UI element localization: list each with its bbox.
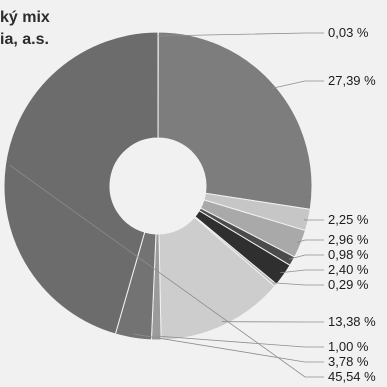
- leader-line: [158, 32, 324, 37]
- leader-line: [280, 269, 324, 274]
- slice-label: 0,03 %: [328, 25, 369, 40]
- donut-slice: [157, 31, 313, 210]
- slice-label: 1,00 %: [328, 339, 369, 354]
- slice-label: 2,25 %: [328, 212, 369, 227]
- leader-line: [156, 335, 324, 348]
- leader-line: [271, 80, 324, 89]
- slice-label: 2,40 %: [328, 262, 369, 277]
- slice-label: 0,29 %: [328, 277, 369, 292]
- slice-label: 27,39 %: [328, 73, 376, 88]
- leader-line: [303, 218, 324, 221]
- donut-slice: [3, 31, 159, 335]
- leader-line: [272, 282, 324, 286]
- slice-label: 3,78 %: [328, 354, 369, 369]
- leader-line: [9, 164, 324, 378]
- slice-label: 2,96 %: [328, 232, 369, 247]
- chart-title: ký mix ia, a.s.: [0, 9, 50, 48]
- donut-slice: [158, 216, 276, 341]
- slice-label: 13,38 %: [328, 314, 376, 329]
- leader-line: [133, 333, 324, 363]
- leader-line: [288, 254, 324, 260]
- slice-label: 45,54 %: [328, 369, 376, 384]
- leader-line: [296, 239, 324, 243]
- slice-label: 0,98 %: [328, 247, 369, 262]
